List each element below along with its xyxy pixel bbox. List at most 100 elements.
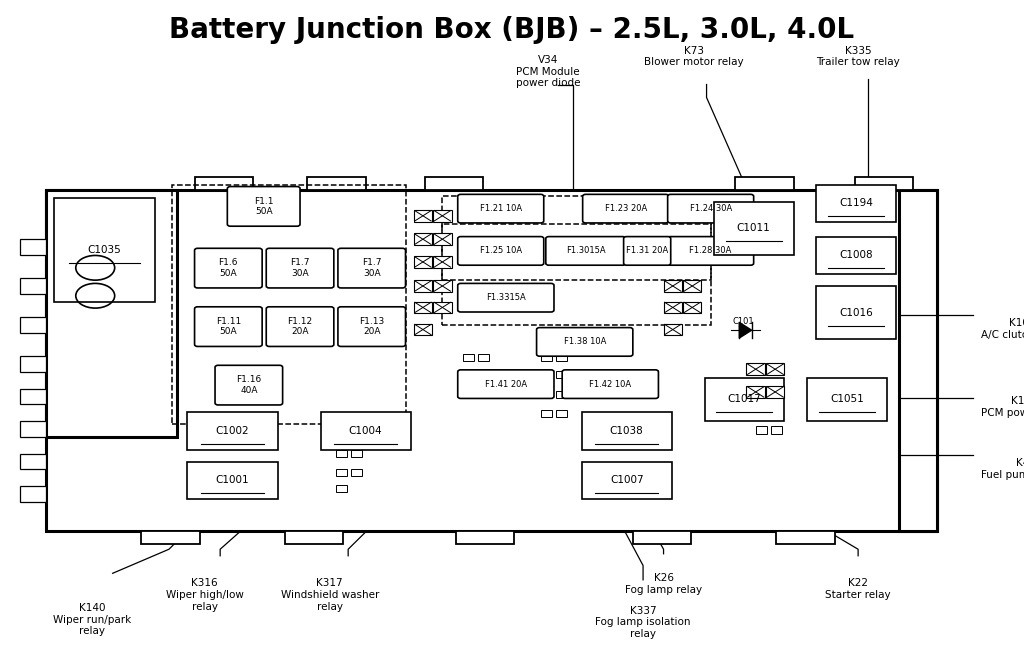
Bar xyxy=(414,324,432,335)
Bar xyxy=(425,177,483,190)
Bar xyxy=(20,421,46,437)
Bar xyxy=(321,412,411,450)
Bar xyxy=(494,391,505,398)
Text: F1.41 20A: F1.41 20A xyxy=(484,380,527,389)
Bar xyxy=(683,302,701,313)
Bar xyxy=(141,531,200,544)
Bar xyxy=(478,371,489,378)
Bar xyxy=(683,280,701,292)
Bar xyxy=(20,486,46,502)
Bar xyxy=(771,410,782,417)
Bar xyxy=(433,280,452,292)
FancyBboxPatch shape xyxy=(227,187,300,226)
Text: K73
Blower motor relay: K73 Blower motor relay xyxy=(644,46,744,67)
Bar xyxy=(855,177,913,190)
Bar xyxy=(735,177,794,190)
Text: C1194: C1194 xyxy=(839,198,873,209)
FancyBboxPatch shape xyxy=(668,194,754,223)
Bar xyxy=(463,354,474,361)
Text: C1002: C1002 xyxy=(216,426,249,436)
Bar xyxy=(807,378,887,421)
Bar xyxy=(756,426,767,434)
FancyBboxPatch shape xyxy=(458,194,544,223)
Bar xyxy=(195,177,253,190)
Text: C1004: C1004 xyxy=(349,426,382,436)
FancyBboxPatch shape xyxy=(195,307,262,346)
Bar xyxy=(541,410,552,417)
Bar xyxy=(556,371,567,378)
Text: F1.11
50A: F1.11 50A xyxy=(216,317,241,336)
Bar xyxy=(556,410,567,417)
Bar xyxy=(582,412,672,450)
Text: F1.7
30A: F1.7 30A xyxy=(290,259,310,278)
Bar xyxy=(187,412,278,450)
FancyBboxPatch shape xyxy=(562,370,658,398)
Text: K4
Fuel pump relay: K4 Fuel pump relay xyxy=(981,458,1024,480)
Text: V34
PCM Module
power diode: V34 PCM Module power diode xyxy=(516,55,580,88)
FancyBboxPatch shape xyxy=(338,248,406,288)
Bar xyxy=(46,190,937,531)
Bar xyxy=(816,237,896,274)
Text: C1035: C1035 xyxy=(88,245,121,255)
Text: K22
Starter relay: K22 Starter relay xyxy=(825,578,891,600)
Text: F1.24 30A: F1.24 30A xyxy=(689,204,732,213)
FancyBboxPatch shape xyxy=(215,365,283,405)
Bar xyxy=(336,469,347,476)
Bar xyxy=(746,386,765,398)
Text: F1.21 10A: F1.21 10A xyxy=(479,204,522,213)
FancyBboxPatch shape xyxy=(458,237,544,265)
FancyBboxPatch shape xyxy=(668,237,754,265)
Bar xyxy=(433,210,452,222)
Bar xyxy=(433,302,452,313)
Text: F1.16
40A: F1.16 40A xyxy=(237,376,261,395)
Bar xyxy=(746,363,765,375)
Bar xyxy=(664,324,682,335)
Text: F1.23 20A: F1.23 20A xyxy=(604,204,647,213)
Bar xyxy=(336,485,347,492)
Bar xyxy=(414,280,432,292)
Text: K140
Wiper run/park
relay: K140 Wiper run/park relay xyxy=(53,603,131,636)
Text: C1051: C1051 xyxy=(830,395,863,404)
Bar xyxy=(899,190,937,531)
Text: F1.7
30A: F1.7 30A xyxy=(361,259,382,278)
Bar xyxy=(20,239,46,255)
Text: C1008: C1008 xyxy=(840,250,872,261)
FancyBboxPatch shape xyxy=(583,194,669,223)
Bar xyxy=(816,185,896,222)
Text: C1038: C1038 xyxy=(610,426,643,436)
FancyBboxPatch shape xyxy=(338,307,406,346)
Bar xyxy=(664,302,682,313)
Text: C1011: C1011 xyxy=(737,223,770,233)
FancyBboxPatch shape xyxy=(266,248,334,288)
Bar xyxy=(756,410,767,417)
Bar xyxy=(442,196,711,280)
Bar xyxy=(766,386,784,398)
Bar xyxy=(541,371,552,378)
Text: C101
8: C101 8 xyxy=(732,317,755,337)
Bar xyxy=(478,354,489,361)
Bar xyxy=(816,286,896,339)
Bar xyxy=(54,198,155,302)
Text: C1016: C1016 xyxy=(840,307,872,318)
Bar xyxy=(582,462,672,499)
Bar xyxy=(433,233,452,245)
Bar xyxy=(20,454,46,469)
Bar xyxy=(478,391,489,398)
Bar xyxy=(556,354,567,361)
Bar xyxy=(771,426,782,434)
Text: F1.12
20A: F1.12 20A xyxy=(288,317,312,336)
FancyBboxPatch shape xyxy=(458,370,554,398)
Text: K317
Windshield washer
relay: K317 Windshield washer relay xyxy=(281,578,379,612)
Bar xyxy=(442,224,711,325)
Bar xyxy=(172,185,406,424)
FancyBboxPatch shape xyxy=(546,237,626,265)
Text: K107
A/C clutch relay: K107 A/C clutch relay xyxy=(981,318,1024,340)
Bar xyxy=(414,302,432,313)
FancyBboxPatch shape xyxy=(266,307,334,346)
FancyBboxPatch shape xyxy=(537,328,633,356)
Bar xyxy=(664,280,682,292)
Text: F1.25 10A: F1.25 10A xyxy=(479,246,522,255)
Text: F1.3315A: F1.3315A xyxy=(486,293,525,302)
Text: F1.3015A: F1.3015A xyxy=(566,246,605,255)
Bar xyxy=(351,450,362,457)
